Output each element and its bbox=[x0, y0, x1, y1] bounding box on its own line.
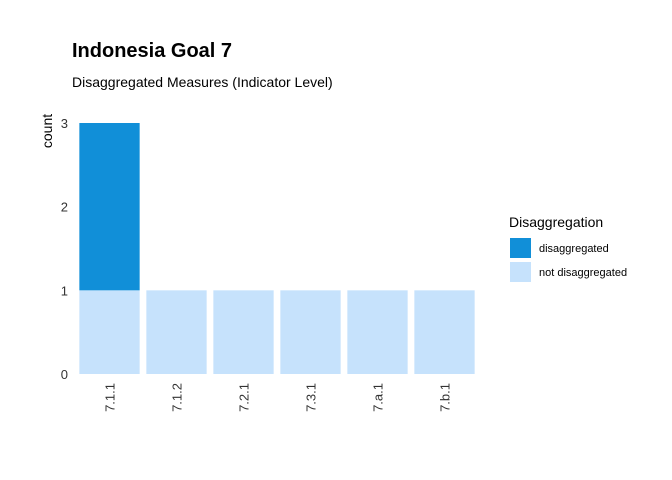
x-ticks-group: 7.1.1 7.1.2 7.2.1 7.3.1 7.a.1 7.b.1 bbox=[103, 383, 453, 412]
bar-7.b.1-not-disaggregated bbox=[414, 290, 475, 374]
bar-7.1.1-disaggregated bbox=[79, 123, 140, 291]
legend-swatch bbox=[510, 262, 531, 282]
bars-group bbox=[79, 123, 475, 374]
x-tick-label: 7.b.1 bbox=[438, 383, 453, 412]
legend-title: Disaggregation bbox=[509, 214, 603, 230]
y-tick-label: 1 bbox=[61, 283, 68, 298]
bar-7.3.1-not-disaggregated bbox=[280, 290, 341, 374]
legend-swatch bbox=[510, 238, 531, 258]
legend: Disaggregation disaggregated not disaggre… bbox=[509, 214, 627, 282]
chart-subtitle: Disaggregated Measures (Indicator Level) bbox=[72, 74, 333, 90]
y-tick-label: 3 bbox=[61, 116, 68, 131]
y-tick-label: 0 bbox=[61, 367, 68, 382]
bar-7.a.1-not-disaggregated bbox=[347, 290, 408, 374]
bar-7.2.1-not-disaggregated bbox=[213, 290, 274, 374]
x-tick-label: 7.1.2 bbox=[170, 383, 185, 412]
y-ticks-group: 0 1 2 3 bbox=[61, 116, 68, 382]
bar-7.1.2-not-disaggregated bbox=[146, 290, 207, 374]
y-axis-title: count bbox=[39, 114, 55, 148]
bar-7.1.1-not-disaggregated bbox=[79, 290, 140, 374]
legend-label: disaggregated bbox=[539, 243, 609, 255]
x-tick-label: 7.2.1 bbox=[237, 383, 252, 412]
legend-label: not disaggregated bbox=[539, 267, 627, 279]
x-tick-label: 7.a.1 bbox=[371, 383, 386, 412]
x-tick-label: 7.3.1 bbox=[304, 383, 319, 412]
x-tick-label: 7.1.1 bbox=[103, 383, 118, 412]
y-tick-label: 2 bbox=[61, 200, 68, 215]
chart-title: Indonesia Goal 7 bbox=[72, 40, 232, 62]
